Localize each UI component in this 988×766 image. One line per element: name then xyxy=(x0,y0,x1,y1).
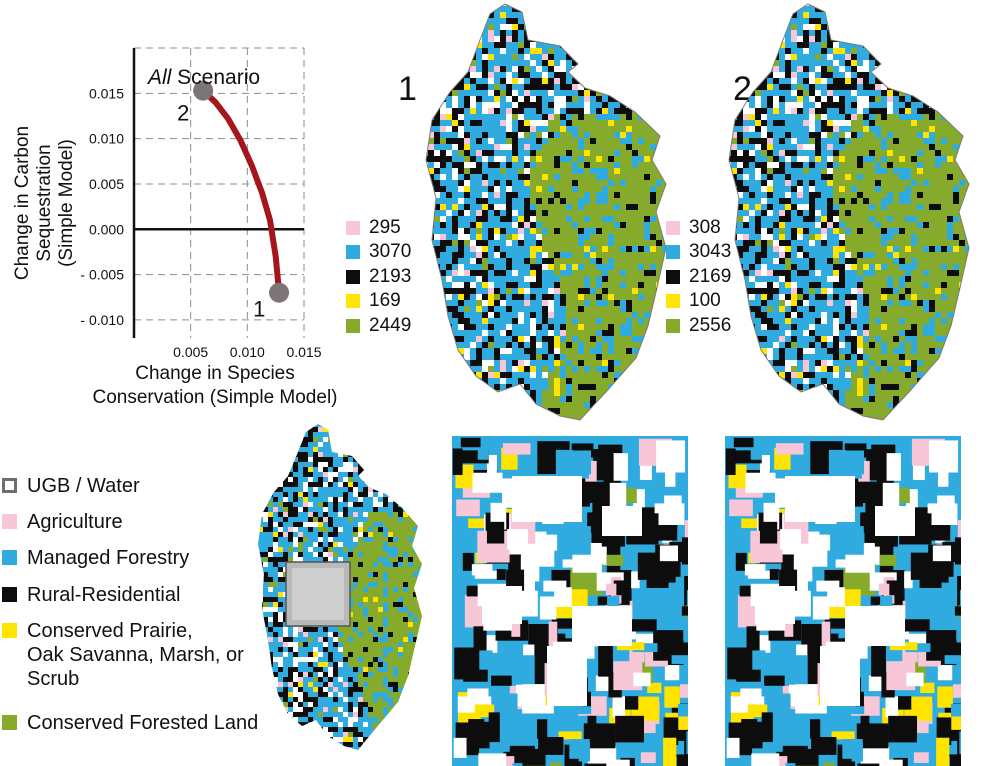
endpoint-label: 2 xyxy=(177,101,189,126)
endpoint-marker xyxy=(193,80,214,101)
y-axis-label-line2: (Simple Model) xyxy=(56,139,77,267)
map-2-label: 2 xyxy=(733,70,752,108)
y-tick-label: 0.005 xyxy=(89,176,124,192)
legend-label: Conserved Forested Land xyxy=(27,712,259,734)
legend-label: UGB / Water xyxy=(27,475,140,497)
count-swatch xyxy=(666,220,680,235)
legend-swatch xyxy=(2,514,17,529)
x-axis-label-line1: Change in Species xyxy=(135,363,295,384)
count-row: 2449 xyxy=(346,314,411,337)
series-group xyxy=(200,87,283,296)
map-1-label: 1 xyxy=(398,70,417,108)
count-row: 2193 xyxy=(346,265,411,288)
legend-swatch xyxy=(2,587,17,602)
count-row: 2169 xyxy=(666,265,731,288)
count-row: 169 xyxy=(346,290,401,313)
count-swatch xyxy=(666,245,680,259)
legend-swatch xyxy=(2,715,17,730)
count-swatch xyxy=(346,245,360,259)
map-2 xyxy=(728,3,970,421)
y-tick-label: 0.015 xyxy=(89,85,124,101)
legend-item: Rural-Residential xyxy=(0,583,180,607)
count-row: 295 xyxy=(346,216,401,239)
x-tick-label: 0.015 xyxy=(286,344,321,360)
chart-title-italic: All xyxy=(146,66,173,89)
legend-swatch xyxy=(2,478,17,493)
x-tick-label: 0.005 xyxy=(173,344,208,360)
endpoint-marker xyxy=(269,282,290,303)
count-value: 2449 xyxy=(369,314,412,336)
overview-map xyxy=(258,424,422,750)
legend-item: Conserved Prairie, Oak Savanna, Marsh, or… xyxy=(0,619,244,691)
count-value: 169 xyxy=(369,290,401,311)
y-tick-label: - 0.005 xyxy=(80,267,124,283)
count-row: 2556 xyxy=(666,314,731,337)
y-tick-label: 0.000 xyxy=(89,221,124,237)
y-tick-label: - 0.010 xyxy=(80,312,124,328)
y-ticks: 0.015 0.010 0.005 0.000 - 0.005 - 0.010 xyxy=(80,85,124,328)
count-row: 3070 xyxy=(346,241,411,264)
chart-title-rest: Scenario xyxy=(171,66,260,89)
legend-label: Managed Forestry xyxy=(27,547,190,569)
y-tick-label: 0.010 xyxy=(89,131,124,147)
legend-item: Agriculture xyxy=(0,510,123,534)
count-value: 2556 xyxy=(689,314,732,336)
zoom-map-1 xyxy=(452,436,688,766)
count-value: 100 xyxy=(689,290,721,311)
count-row: 100 xyxy=(666,290,721,313)
x-axis-label: Change in Species Conservation (Simple M… xyxy=(60,362,370,410)
count-swatch xyxy=(346,220,360,235)
count-swatch xyxy=(346,318,360,333)
count-value: 308 xyxy=(689,216,721,238)
zoom-map-2 xyxy=(725,436,961,766)
x-ticks: 0.005 0.010 0.015 xyxy=(173,344,322,360)
count-swatch xyxy=(346,269,360,284)
legend-item: UGB / Water xyxy=(0,474,140,498)
legend-label: Conserved Prairie, Oak Savanna, Marsh, or… xyxy=(27,620,244,690)
count-row: 308 xyxy=(666,216,721,239)
y-axis-label: Change in Carbon Sequestration (Simple M… xyxy=(12,88,78,318)
legend-label: Rural-Residential xyxy=(27,584,181,606)
tradeoff-curve xyxy=(200,87,283,296)
map-1 xyxy=(425,3,667,421)
count-value: 3070 xyxy=(369,241,412,262)
count-swatch xyxy=(666,318,680,333)
endpoint-label: 1 xyxy=(253,297,265,322)
tradeoff-chart: 0.015 0.010 0.005 0.000 - 0.005 - 0.010 0.005… xyxy=(80,47,322,360)
legend-item: Conserved Forested Land xyxy=(0,711,258,735)
count-swatch xyxy=(666,269,680,284)
endpoint-markers: 21 xyxy=(177,80,290,322)
count-swatch xyxy=(666,294,680,308)
legend-label: Agriculture xyxy=(27,511,123,533)
count-swatch xyxy=(346,294,360,308)
legend-swatch xyxy=(2,550,17,565)
count-row: 3043 xyxy=(666,241,731,264)
x-tick-label: 0.010 xyxy=(230,344,265,360)
count-value: 295 xyxy=(369,216,401,238)
chart-title: All Scenario xyxy=(146,66,260,89)
count-value: 2169 xyxy=(689,265,732,287)
legend-swatch xyxy=(2,623,17,638)
y-axis-label-line1: Change in Carbon Sequestration xyxy=(12,125,55,281)
x-axis-label-line2: Conservation (Simple Model) xyxy=(92,387,338,408)
count-value: 2193 xyxy=(369,265,412,287)
legend-item: Managed Forestry xyxy=(0,546,189,570)
count-value: 3043 xyxy=(689,241,732,262)
